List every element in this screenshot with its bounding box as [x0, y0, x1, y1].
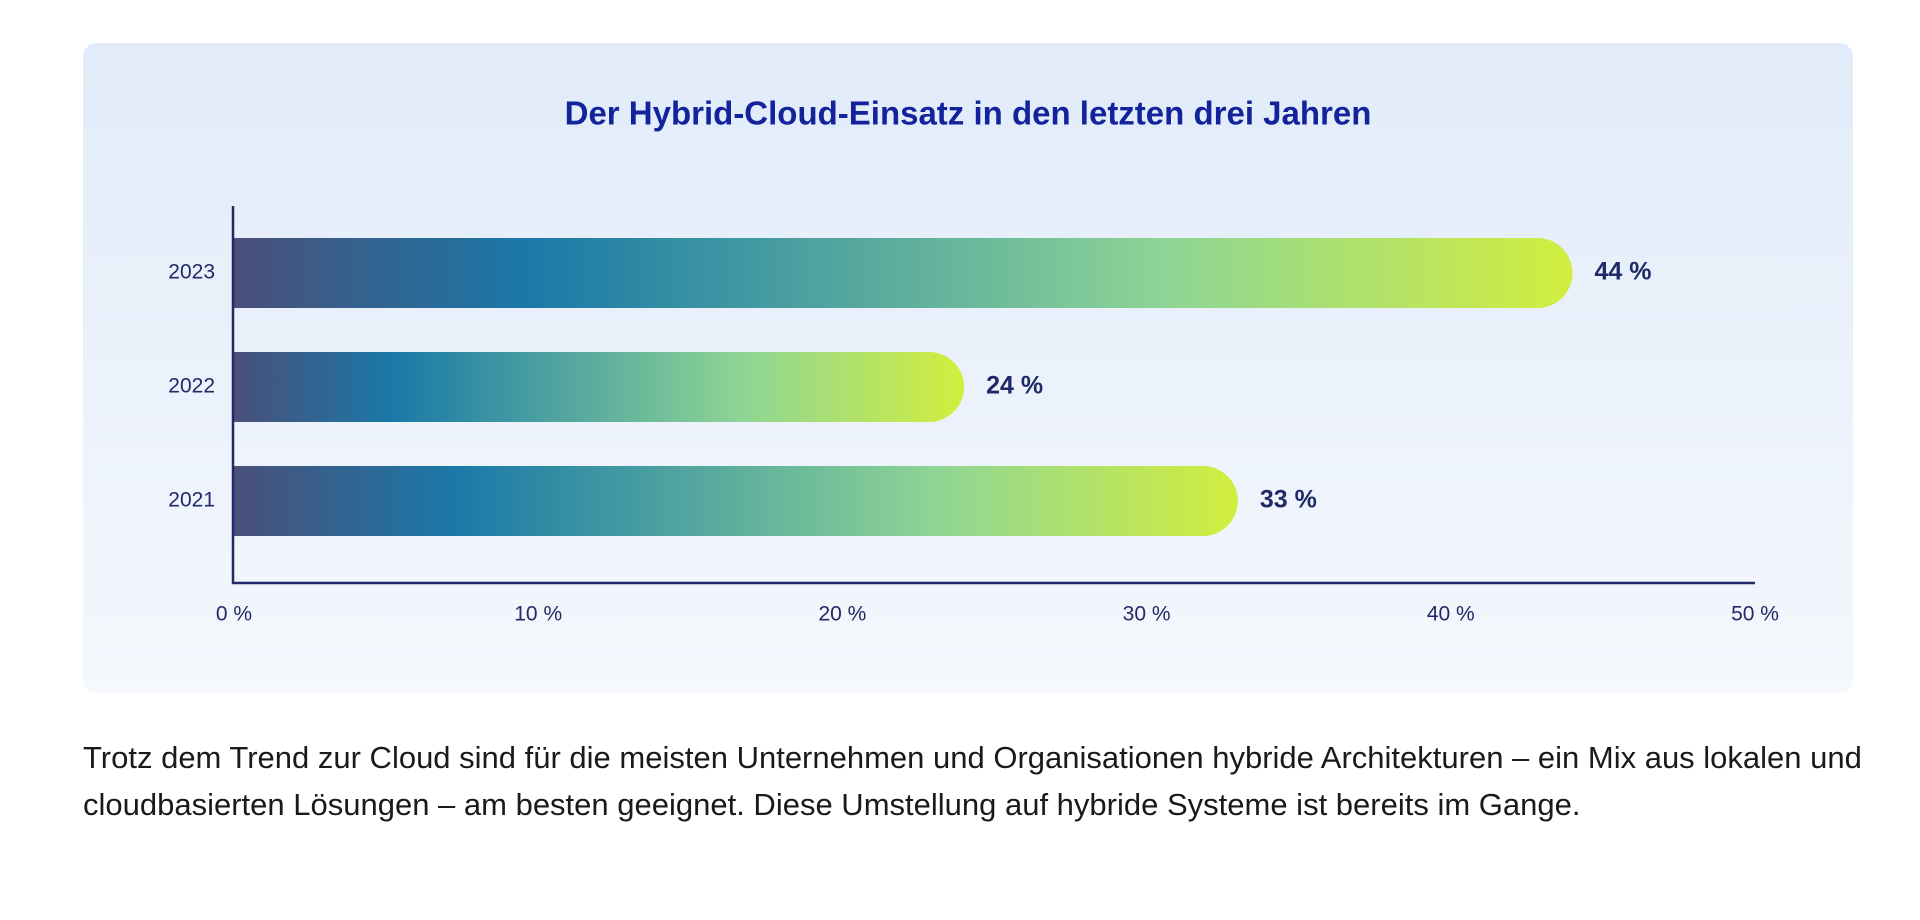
x-tick-label-30: 30 %: [1123, 603, 1171, 626]
category-label-2023: 2023: [168, 261, 215, 284]
value-label-2022: 24 %: [986, 372, 1043, 400]
x-tick-label-20: 20 %: [818, 603, 866, 626]
chart-card: Der Hybrid-Cloud-Einsatz in den letzten …: [83, 43, 1853, 693]
bar-chart: Der Hybrid-Cloud-Einsatz in den letzten …: [168, 95, 1779, 626]
value-label-2021: 33 %: [1260, 486, 1317, 514]
x-tick-label-50: 50 %: [1731, 603, 1779, 626]
axes-layer: 2023 2022 2021 0 % 10 % 20 % 30 % 40 % 50 %: [168, 206, 1779, 626]
x-tick-label-0: 0 %: [216, 603, 252, 626]
chart-title: Der Hybrid-Cloud-Einsatz in den letzten …: [565, 95, 1372, 132]
caption-text: Trotz dem Trend zur Cloud sind für die m…: [83, 740, 1862, 822]
bar-2023: [234, 238, 1573, 308]
bar-2021: [234, 466, 1238, 536]
x-tick-label-10: 10 %: [514, 603, 562, 626]
category-label-2022: 2022: [168, 375, 215, 398]
value-label-2023: 44 %: [1594, 258, 1651, 286]
x-tick-label-40: 40 %: [1427, 603, 1475, 626]
category-label-2021: 2021: [168, 489, 215, 512]
bars-layer: 44 % 24 % 33 %: [234, 238, 1651, 536]
bar-2022: [234, 352, 965, 422]
